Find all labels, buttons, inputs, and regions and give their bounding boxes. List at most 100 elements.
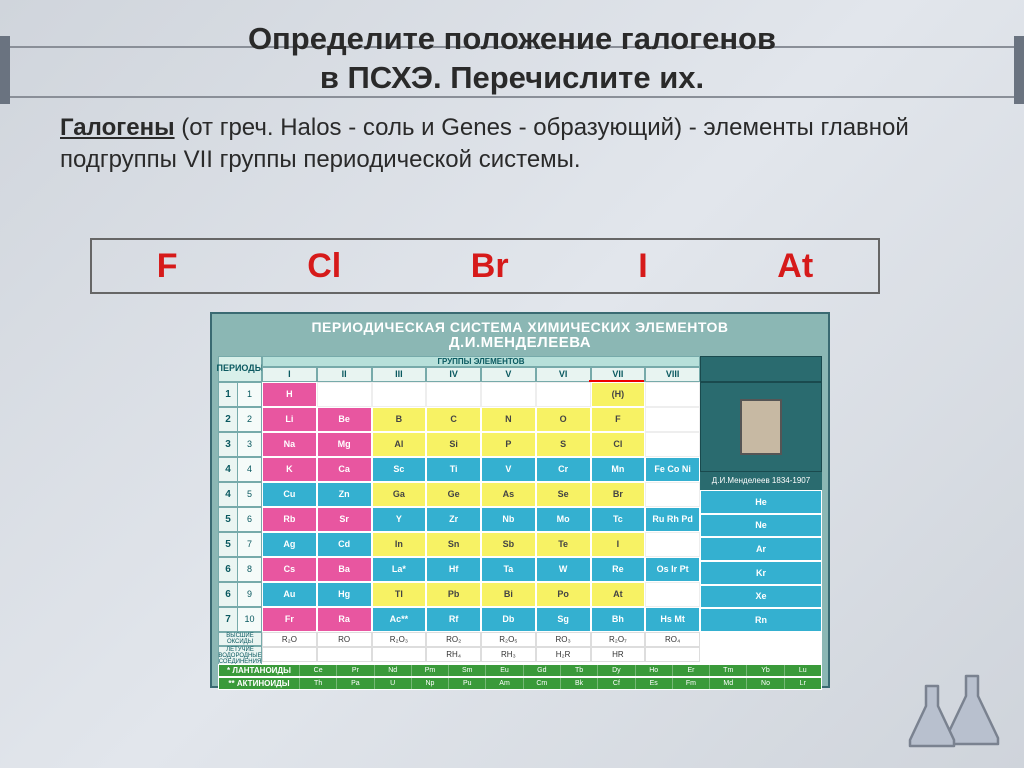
formula-cell: RH₄ [426, 647, 481, 662]
formula-cell [317, 647, 372, 662]
lan-act-cells: CePrNdPmSmEuGdTbDyHoErTmYbLu [299, 665, 821, 676]
pt-period-column: 112233444556576869710 [218, 382, 262, 632]
element-cell: Cu [262, 482, 317, 507]
lan-act-block: * ЛАНТАНОИДЫCePrNdPmSmEuGdTbDyHoErTmYbLu… [218, 664, 822, 690]
period-row: 710 [218, 607, 262, 632]
period-row: 22 [218, 407, 262, 432]
element-cell [645, 582, 700, 607]
group-col-I: I [262, 367, 317, 382]
element-cell: Po [536, 582, 591, 607]
element-cell: La* [372, 557, 427, 582]
element-cell: Rb [262, 507, 317, 532]
lan-act-label: * ЛАНТАНОИДЫ [219, 666, 299, 675]
group-col-III: III [372, 367, 427, 382]
element-cell: N [481, 407, 536, 432]
flask-icon [906, 668, 1002, 750]
element-cell: Sn [426, 532, 481, 557]
halogen-symbols-box: F Cl Br I At [90, 238, 880, 294]
period-row: 68 [218, 557, 262, 582]
lan-act-element: Cf [597, 678, 634, 689]
element-cell: Re [591, 557, 646, 582]
element-row: LiBeBCNOF [262, 407, 700, 432]
element-cell: Cr [536, 457, 591, 482]
element-cell: Ag [262, 532, 317, 557]
element-cell: (H) [591, 382, 646, 407]
element-cell: B [372, 407, 427, 432]
period-number: 1 [219, 383, 238, 406]
halogen-At: At [777, 247, 813, 286]
row-number: 2 [238, 408, 261, 431]
lan-act-element: Yb [746, 665, 783, 676]
lan-act-element: Lr [784, 678, 821, 689]
element-cell: Ca [317, 457, 372, 482]
element-cell: K [262, 457, 317, 482]
lan-act-element: Tb [560, 665, 597, 676]
element-cell [536, 382, 591, 407]
element-cell: Tl [372, 582, 427, 607]
pt-body: 112233444556576869710 H(H)LiBeBCNOFNaMgA… [218, 382, 822, 632]
lan-act-element: Ho [635, 665, 672, 676]
period-row: 11 [218, 382, 262, 407]
group-col-II: II [317, 367, 372, 382]
element-cell [317, 382, 372, 407]
pt-right-column: Д.И.Менделеев 1834-1907 HeNeArKrXeRn [700, 382, 822, 632]
element-cell: Hg [317, 582, 372, 607]
element-cell: Ac** [372, 607, 427, 632]
oxide-label: ВЫСШИЕ ОКСИДЫ [218, 632, 262, 646]
lan-act-element: Cm [523, 678, 560, 689]
element-cell: Pb [426, 582, 481, 607]
element-cell: At [591, 582, 646, 607]
pt-periods-header: ПЕРИОДЫ [218, 356, 262, 382]
formula-cell: R₂O [262, 632, 317, 647]
element-cell: Mg [317, 432, 372, 457]
row-number: 7 [238, 533, 261, 556]
pt-title-line2: Д.И.МЕНДЕЛЕЕВА [218, 335, 822, 352]
noble-gas-column: HeNeArKrXeRn [700, 490, 822, 632]
element-cell: Hs Mt [645, 607, 700, 632]
lan-act-element: Pr [336, 665, 373, 676]
lan-act-label: ** АКТИНОИДЫ [219, 679, 299, 688]
period-number: 2 [219, 408, 238, 431]
element-cell: Ra [317, 607, 372, 632]
noble-gas-cell: Ne [700, 514, 822, 538]
element-cell: Ga [372, 482, 427, 507]
period-row: 56 [218, 507, 262, 532]
formula-cell: HR [591, 647, 646, 662]
period-number: 4 [219, 458, 238, 481]
pt-element-cells: H(H)LiBeBCNOFNaMgAlSiPSClKCaScTiVCrMnFe … [262, 382, 700, 632]
group-col-VI: VI [536, 367, 591, 382]
definition-text: (от греч. Halos - соль и Genes - образую… [60, 114, 909, 173]
element-cell: Ge [426, 482, 481, 507]
pt-groups-header: ГРУППЫ ЭЛЕМЕНТОВ IIIIIIIVVVIVIIVIII [262, 356, 700, 382]
period-number: 4 [219, 483, 238, 506]
element-cell [645, 407, 700, 432]
element-cell: As [481, 482, 536, 507]
element-cell: V [481, 457, 536, 482]
pt-header: ПЕРИОДЫ ГРУППЫ ЭЛЕМЕНТОВ IIIIIIIVVVIVIIV… [218, 356, 822, 382]
formula-cell: RO [317, 632, 372, 647]
slide-title: Определите положение галогенов в ПСХЭ. П… [0, 20, 1024, 98]
groups-label: ГРУППЫ ЭЛЕМЕНТОВ [262, 356, 700, 367]
element-cell: O [536, 407, 591, 432]
periodic-table: ПЕРИОДИЧЕСКАЯ СИСТЕМА ХИМИЧЕСКИХ ЭЛЕМЕНТ… [210, 312, 830, 688]
element-row: H(H) [262, 382, 700, 407]
element-cell: Cl [591, 432, 646, 457]
group-col-VIII: VIII [645, 367, 700, 382]
period-number: 6 [219, 558, 238, 581]
lan-act-element: No [746, 678, 783, 689]
periods-label: ПЕРИОДЫ [216, 364, 263, 373]
element-cell: Na [262, 432, 317, 457]
hydride-row: RH₄RH₃H₂RHR [262, 647, 700, 662]
formula-cell: RO₃ [536, 632, 591, 647]
formula-cell: R₂O₅ [481, 632, 536, 647]
element-row: AgCdInSnSbTeI [262, 532, 700, 557]
element-cell: Te [536, 532, 591, 557]
element-cell: Mo [536, 507, 591, 532]
element-row: CsBaLa*HfTaWReOs Ir Pt [262, 557, 700, 582]
definition-term: Галогены [60, 114, 175, 141]
element-row: KCaScTiVCrMnFe Co Ni [262, 457, 700, 482]
element-cell: Db [481, 607, 536, 632]
element-cell: F [591, 407, 646, 432]
oxide-section: ВЫСШИЕ ОКСИДЫ ЛЕТУЧИЕ ВОДОРОДНЫЕ СОЕДИНЕ… [218, 632, 822, 662]
halogen-F: F [157, 247, 178, 286]
